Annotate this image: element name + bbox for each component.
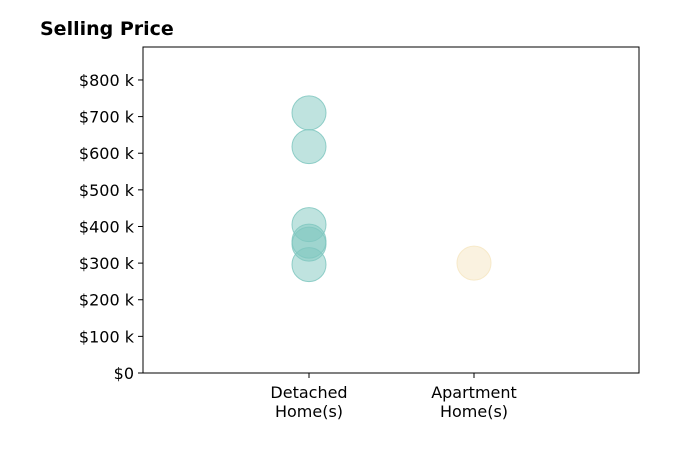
y-tick-label: $200 k	[79, 291, 135, 310]
x-tick-label: Detached Home(s)	[270, 383, 347, 421]
x-tick-label: Apartment Home(s)	[431, 383, 517, 421]
data-point	[456, 245, 492, 281]
y-tick-label: $600 k	[79, 144, 135, 163]
y-tick-label: $500 k	[79, 181, 135, 200]
data-point	[291, 247, 327, 283]
data-point	[291, 129, 327, 165]
y-tick-label: $0	[114, 364, 134, 383]
plot-area: $0 $100 k $200 k $300 k $400 k $500 k $600 k $7…	[79, 46, 640, 421]
y-tick-label: $300 k	[79, 254, 135, 273]
data-point	[291, 95, 327, 131]
y-tick-label: $400 k	[79, 217, 135, 236]
plot-frame	[142, 46, 640, 374]
y-tick-label: $800 k	[79, 71, 135, 90]
chart-title: Selling Price	[40, 18, 174, 40]
y-tick-label: $700 k	[79, 108, 135, 127]
y-tick-label: $100 k	[79, 327, 135, 346]
